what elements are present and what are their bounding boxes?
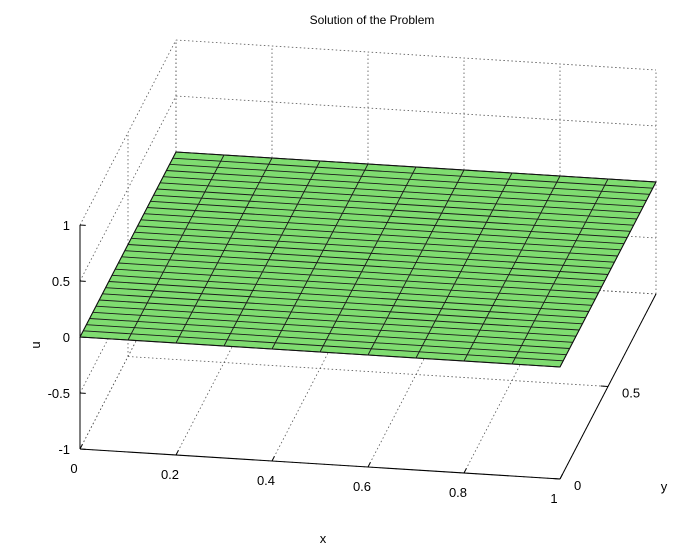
- mesh-line-y: [99, 299, 580, 331]
- surface: [79, 151, 657, 368]
- grid-line-left-z: [79, 39, 177, 226]
- mesh-line-y: [163, 176, 644, 208]
- mesh-line-y: [169, 163, 650, 195]
- mesh-line-y: [172, 157, 653, 189]
- mesh-line-y: [92, 311, 573, 343]
- x-tick-mark: [271, 456, 275, 462]
- mesh-line-y: [102, 293, 583, 325]
- mesh-line-y: [127, 244, 609, 275]
- x-tick-mark: [367, 462, 371, 468]
- chart-title: Solution of the Problem: [310, 13, 435, 27]
- x-axis-label: x: [320, 531, 327, 546]
- mesh-line-y: [118, 262, 599, 294]
- x-tick-mark: [559, 474, 563, 480]
- mesh-line-y: [115, 268, 596, 300]
- mesh-line-y: [124, 250, 605, 282]
- x-tick-label: 0.2: [161, 467, 179, 482]
- mesh-line-y: [143, 213, 625, 245]
- tick-labels: 0 0.2 0.4 0.6 0.8 1 0 0.5 1 0.5 0 -0.5 -1: [48, 218, 640, 506]
- mesh-line-y: [83, 330, 564, 362]
- x-tick-label: 0: [70, 461, 77, 476]
- z-tick-label: -0.5: [48, 386, 70, 401]
- mesh-line-y: [140, 219, 621, 251]
- x-tick-mark: [79, 444, 83, 450]
- x-tick-label: 0.6: [353, 479, 371, 494]
- mesh-line-y: [134, 231, 615, 263]
- mesh-line-y: [105, 287, 586, 319]
- x-axis-line: [79, 448, 561, 480]
- mesh-line-y: [137, 225, 618, 257]
- mesh-line-y: [156, 188, 637, 220]
- x-tick-label: 0.4: [257, 473, 275, 488]
- mesh-line-y: [121, 256, 602, 288]
- mesh-line-y: [147, 207, 628, 238]
- surface-edge: [79, 151, 657, 368]
- mesh-line-y: [89, 318, 570, 349]
- mesh-line-y: [166, 170, 647, 201]
- x-tick-mark: [175, 450, 179, 456]
- mesh-line-y: [95, 305, 577, 337]
- x-tick-label: 0.8: [449, 485, 467, 500]
- mesh-line-y: [86, 324, 567, 356]
- z-axis-label: u: [28, 341, 43, 348]
- y-axis-label: y: [661, 479, 668, 494]
- y-tick-label: 0: [574, 478, 581, 493]
- y-tick-label: 0.5: [622, 386, 640, 401]
- grid-line-floor-y: [127, 356, 609, 387]
- z-tick-label: 1: [63, 218, 70, 233]
- z-tick-label: -1: [58, 442, 70, 457]
- mesh-line-y: [153, 194, 634, 226]
- grid-line-back-z: [175, 95, 657, 127]
- mesh-line-y: [111, 274, 593, 306]
- mesh-line-y: [150, 200, 631, 232]
- grid-line-left-z: [79, 95, 177, 282]
- mesh-line-y: [108, 281, 589, 312]
- z-tick-label: 0.5: [52, 274, 70, 289]
- mesh-line-y: [131, 237, 612, 269]
- x-tick-mark: [463, 468, 467, 474]
- x-tick-label: 1: [550, 491, 557, 506]
- z-tick-label: 0: [63, 330, 70, 345]
- mesh-line-y: [159, 182, 641, 214]
- grid-line-back-z: [175, 39, 657, 71]
